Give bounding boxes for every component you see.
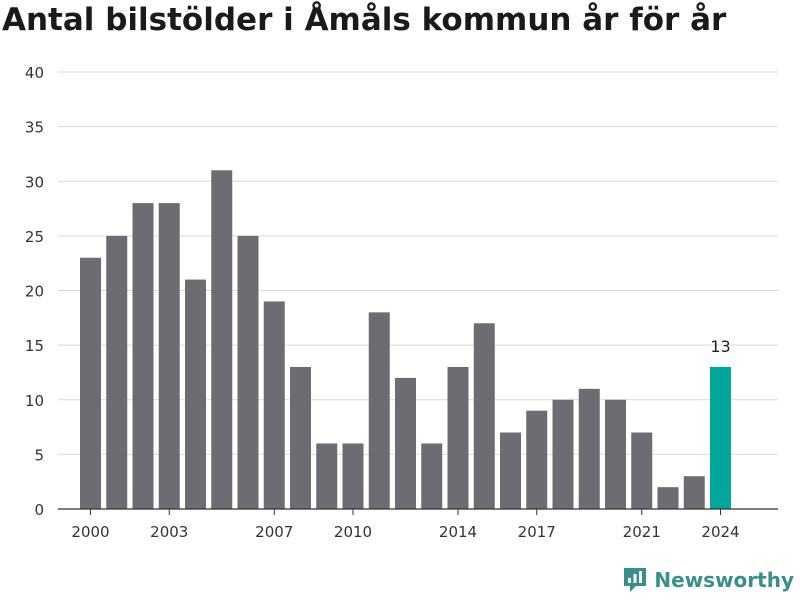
y-tick-label: 30 xyxy=(25,173,44,191)
bar-2005 xyxy=(211,170,233,509)
bar-2007 xyxy=(263,301,285,509)
bar-2010 xyxy=(342,443,364,509)
x-tick-label: 2021 xyxy=(623,523,661,541)
chart-title: Antal bilstölder i Åmåls kommun år för å… xyxy=(2,2,727,38)
y-tick-label: 35 xyxy=(25,119,44,137)
bar-2011 xyxy=(368,312,390,509)
x-tick-label: 2007 xyxy=(255,523,293,541)
bar-2004 xyxy=(185,279,206,509)
x-tick-label: 2000 xyxy=(71,523,109,541)
x-tick-label: 2017 xyxy=(518,523,556,541)
bar-2022 xyxy=(657,487,679,509)
newsworthy-logo: Newsworthy xyxy=(622,566,794,594)
y-tick-label: 5 xyxy=(34,446,44,464)
bar-2009 xyxy=(316,443,338,509)
bar-2008 xyxy=(290,366,311,509)
bar-2024 xyxy=(710,366,731,509)
bar-2006 xyxy=(237,235,259,509)
bar-2012 xyxy=(395,377,416,509)
bar-2021 xyxy=(631,432,653,509)
y-tick-label: 20 xyxy=(25,283,44,301)
bar-2001 xyxy=(106,235,128,509)
bar-2015 xyxy=(473,323,495,509)
bar-2017 xyxy=(526,410,548,509)
newsworthy-logo-text: Newsworthy xyxy=(654,568,794,592)
bar-2003 xyxy=(158,203,180,509)
bar-2014 xyxy=(447,366,469,509)
bar-2023 xyxy=(683,476,705,509)
bar-2020 xyxy=(605,399,626,509)
x-tick-label: 2024 xyxy=(701,523,739,541)
x-tick-label: 2003 xyxy=(150,523,188,541)
data-label-2024: 13 xyxy=(710,337,730,356)
newsworthy-logo-icon xyxy=(624,568,647,592)
x-tick-label: 2010 xyxy=(334,523,372,541)
y-tick-label: 0 xyxy=(34,501,44,519)
y-tick-label: 10 xyxy=(25,392,44,410)
bar-2018 xyxy=(552,399,574,509)
x-tick-label: 2014 xyxy=(439,523,477,541)
bar-2000 xyxy=(80,257,101,509)
y-tick-label: 40 xyxy=(25,64,44,82)
y-tick-label: 15 xyxy=(25,337,44,355)
bar-2002 xyxy=(132,203,154,509)
y-tick-label: 25 xyxy=(25,228,44,246)
bar-2016 xyxy=(500,432,521,509)
bar-2019 xyxy=(578,388,600,509)
bar-2013 xyxy=(421,443,443,509)
